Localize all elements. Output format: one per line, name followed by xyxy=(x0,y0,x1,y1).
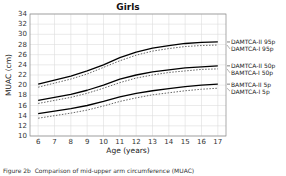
label-connector xyxy=(227,88,230,91)
series-lines xyxy=(38,42,218,118)
y-tick-label: 24 xyxy=(18,61,27,69)
series-label: DAMTCA-I 5p xyxy=(231,88,270,96)
y-axis-label: MUAC (cm) xyxy=(4,54,13,96)
x-tick-label: 14 xyxy=(164,138,173,146)
x-tick-label: 15 xyxy=(181,138,190,146)
series-label: BAMTCA-I 50p xyxy=(231,69,273,77)
x-grid-line xyxy=(201,14,202,136)
y-grid-line xyxy=(30,24,226,25)
series-line xyxy=(38,84,218,113)
y-tick-label: 30 xyxy=(18,30,27,38)
x-grid-line xyxy=(119,14,120,136)
x-tick-label: 10 xyxy=(99,138,108,146)
label-connector xyxy=(227,84,230,85)
x-tick-label: 13 xyxy=(148,138,157,146)
y-tick-label: 34 xyxy=(18,10,27,18)
series-line xyxy=(38,42,218,84)
y-grid-line xyxy=(30,64,226,65)
label-connector xyxy=(227,69,230,73)
y-tick-label: 14 xyxy=(18,112,27,120)
grid xyxy=(30,14,226,136)
y-tick-label: 10 xyxy=(18,132,27,140)
ticks: 10 12 14 16 18 20 22 24 26 28 30 32 34 6 7 8 9 10 11 12 13 14… xyxy=(18,10,222,146)
label-connector xyxy=(227,45,230,49)
y-tick-label: 22 xyxy=(18,71,27,79)
label-connector xyxy=(227,65,230,66)
x-tick-label: 12 xyxy=(132,138,141,146)
x-grid-line xyxy=(103,14,104,136)
x-grid-line xyxy=(185,14,186,136)
label-connector xyxy=(227,41,230,42)
x-tick-label: 6 xyxy=(36,138,41,146)
series-line xyxy=(38,88,218,118)
x-tick-label: 7 xyxy=(52,138,56,146)
line-labels: DAMTCA-II 95pDAMTCA-I 95pDAMTCA-II 50pBA… xyxy=(227,38,276,95)
chart: 10 12 14 16 18 20 22 24 26 28 30 32 34 6 7 8 9 10 11 12 13 14… xyxy=(0,0,286,176)
y-grid-line xyxy=(30,34,226,35)
x-tick-label: 11 xyxy=(115,138,124,146)
caption: Figure 2b Comparison of mid-upper arm ci… xyxy=(3,167,194,175)
x-tick-label: 17 xyxy=(213,138,222,146)
plot-frame xyxy=(30,14,226,136)
series-label: DAMTCA-I 95p xyxy=(231,45,274,53)
y-grid-line xyxy=(30,44,226,45)
x-grid-line xyxy=(87,14,88,136)
x-grid-line xyxy=(217,14,218,136)
y-tick-label: 32 xyxy=(18,20,27,28)
y-tick-label: 18 xyxy=(18,91,27,99)
y-tick-label: 28 xyxy=(18,41,27,49)
y-grid-line xyxy=(30,105,226,106)
x-grid-line xyxy=(70,14,71,136)
x-tick-label: 8 xyxy=(69,138,73,146)
x-grid-line xyxy=(54,14,55,136)
y-tick-label: 16 xyxy=(18,102,27,110)
x-grid-line xyxy=(168,14,169,136)
series-line xyxy=(38,45,218,87)
y-tick-label: 26 xyxy=(18,51,27,59)
y-tick-label: 12 xyxy=(18,122,27,130)
title: Girls xyxy=(116,2,139,12)
x-tick-label: 9 xyxy=(85,138,89,146)
x-tick-label: 16 xyxy=(197,138,206,146)
y-tick-label: 20 xyxy=(18,81,27,89)
y-grid-line xyxy=(30,125,226,126)
y-grid-line xyxy=(30,75,226,76)
x-axis-label: Age (years) xyxy=(106,146,149,155)
